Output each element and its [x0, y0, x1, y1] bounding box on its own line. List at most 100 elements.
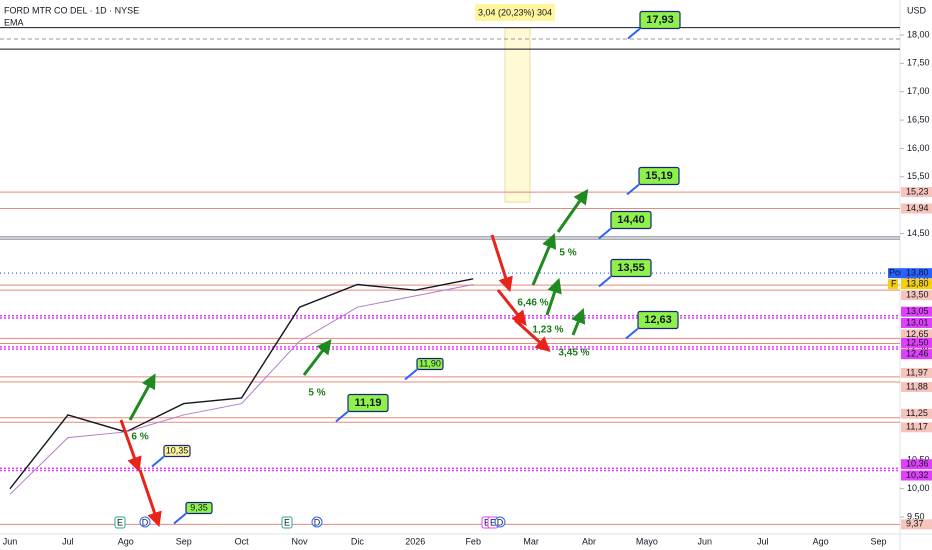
y-tick-label: 16,50	[907, 114, 930, 124]
pointer	[173, 512, 187, 525]
level-tag	[901, 203, 932, 214]
x-tick-label: Nov	[291, 536, 308, 546]
x-tick-label: Ago	[118, 536, 134, 546]
event-label: E	[284, 517, 290, 527]
annotation-label: 11,90	[419, 358, 441, 368]
level-label: 11,88	[906, 381, 928, 391]
annotation-box	[637, 310, 679, 330]
price-label: 13,80	[906, 279, 929, 289]
level-tag	[901, 422, 932, 433]
annotation-box	[185, 501, 213, 515]
x-tick-label: Jul	[757, 536, 769, 546]
pointer	[151, 455, 165, 468]
arrow	[513, 318, 551, 353]
arrow	[138, 469, 162, 528]
level-label: 13,50	[906, 290, 929, 300]
level-label: 10,36	[906, 459, 929, 469]
event-marker	[114, 516, 126, 529]
percent-label: 5 %	[308, 388, 325, 399]
arrow	[556, 188, 589, 233]
event-marker	[281, 516, 293, 529]
level-tag	[901, 408, 932, 419]
event-label: D	[142, 517, 149, 527]
price-line-series	[9, 278, 474, 490]
x-tick-label: Jun	[698, 536, 713, 546]
y-tick-label: 17,00	[907, 86, 930, 96]
arrow	[571, 308, 586, 336]
percent-label: 6 %	[131, 432, 148, 443]
event-label: E	[484, 517, 490, 527]
percent-label: 6,46 %	[517, 298, 548, 309]
price-tag	[901, 268, 932, 279]
annotation-box	[638, 166, 680, 186]
level-label: 9,37	[906, 519, 924, 529]
event-label: E	[490, 517, 496, 527]
level-label: 15,23	[906, 186, 929, 196]
arrow	[302, 339, 332, 376]
annotation-box	[610, 258, 652, 278]
level-tag	[901, 187, 932, 198]
y-tick-label: 16,00	[907, 143, 930, 153]
percent-label: 5 %	[559, 248, 576, 259]
x-tick-label: Dic	[351, 536, 364, 546]
annotation-label: 11,19	[355, 397, 382, 409]
arrow	[496, 289, 527, 326]
level-tag	[901, 337, 932, 348]
x-tick-label: Jul	[62, 536, 74, 546]
event-label: D	[497, 517, 504, 527]
price-label: 13,80	[906, 268, 929, 278]
price-line-series	[9, 284, 474, 495]
event-marker	[494, 516, 506, 528]
level-tag	[901, 329, 932, 340]
percent-label: 3,45 %	[558, 348, 589, 359]
x-tick-label: Jun	[3, 536, 18, 546]
level-label: 14,94	[906, 203, 929, 213]
level-tag	[901, 349, 932, 360]
price-tag	[901, 279, 932, 290]
annotation-label: 13,55	[617, 262, 645, 274]
arrow	[531, 233, 556, 286]
level-label: 11,25	[906, 408, 928, 418]
symbol-title: FORD MTR CO DEL · 1D · NYSE	[4, 5, 139, 15]
y-tick-label: 10,00	[907, 483, 930, 493]
arrow	[119, 419, 142, 473]
event-label: D	[314, 517, 321, 527]
y-tick-label: 14,50	[907, 228, 930, 238]
level-tag	[901, 470, 932, 481]
arrow	[545, 277, 562, 316]
price-tag	[888, 279, 898, 290]
annotation-box	[163, 444, 191, 458]
price-tag-name: Pos	[889, 268, 905, 278]
level-tag	[901, 367, 932, 378]
y-tick-label: 15,50	[907, 171, 930, 181]
x-tick-label: Mayo	[636, 536, 658, 546]
annotation-box	[416, 357, 444, 371]
level-tag	[901, 290, 932, 301]
pointer	[598, 227, 612, 240]
pointer	[625, 327, 639, 340]
annotation-label: 10,35	[166, 445, 189, 455]
event-marker	[311, 516, 323, 528]
level-label: 13,05	[906, 306, 929, 316]
y-tick-label: 18,00	[907, 29, 930, 39]
level-label: 11,97	[906, 367, 928, 377]
pointer	[404, 368, 418, 381]
level-tag	[901, 459, 932, 470]
measure-label: 3,04 (20,23%) 304	[478, 7, 552, 17]
annotation-box	[639, 10, 681, 30]
pointer	[335, 410, 349, 423]
annotation-label: 17,93	[646, 14, 674, 26]
event-label: E	[117, 517, 123, 527]
price-tag	[888, 268, 902, 279]
x-tick-label: Ago	[813, 536, 829, 546]
x-tick-label: Mar	[523, 536, 539, 546]
measure-range	[504, 27, 531, 203]
annotation-box	[347, 393, 389, 413]
level-tag	[901, 382, 932, 393]
level-tag	[901, 343, 932, 354]
pointer	[626, 183, 640, 196]
currency: USD	[907, 5, 927, 15]
y-tick-label: 9,50	[907, 511, 925, 521]
level-tag	[901, 306, 932, 317]
